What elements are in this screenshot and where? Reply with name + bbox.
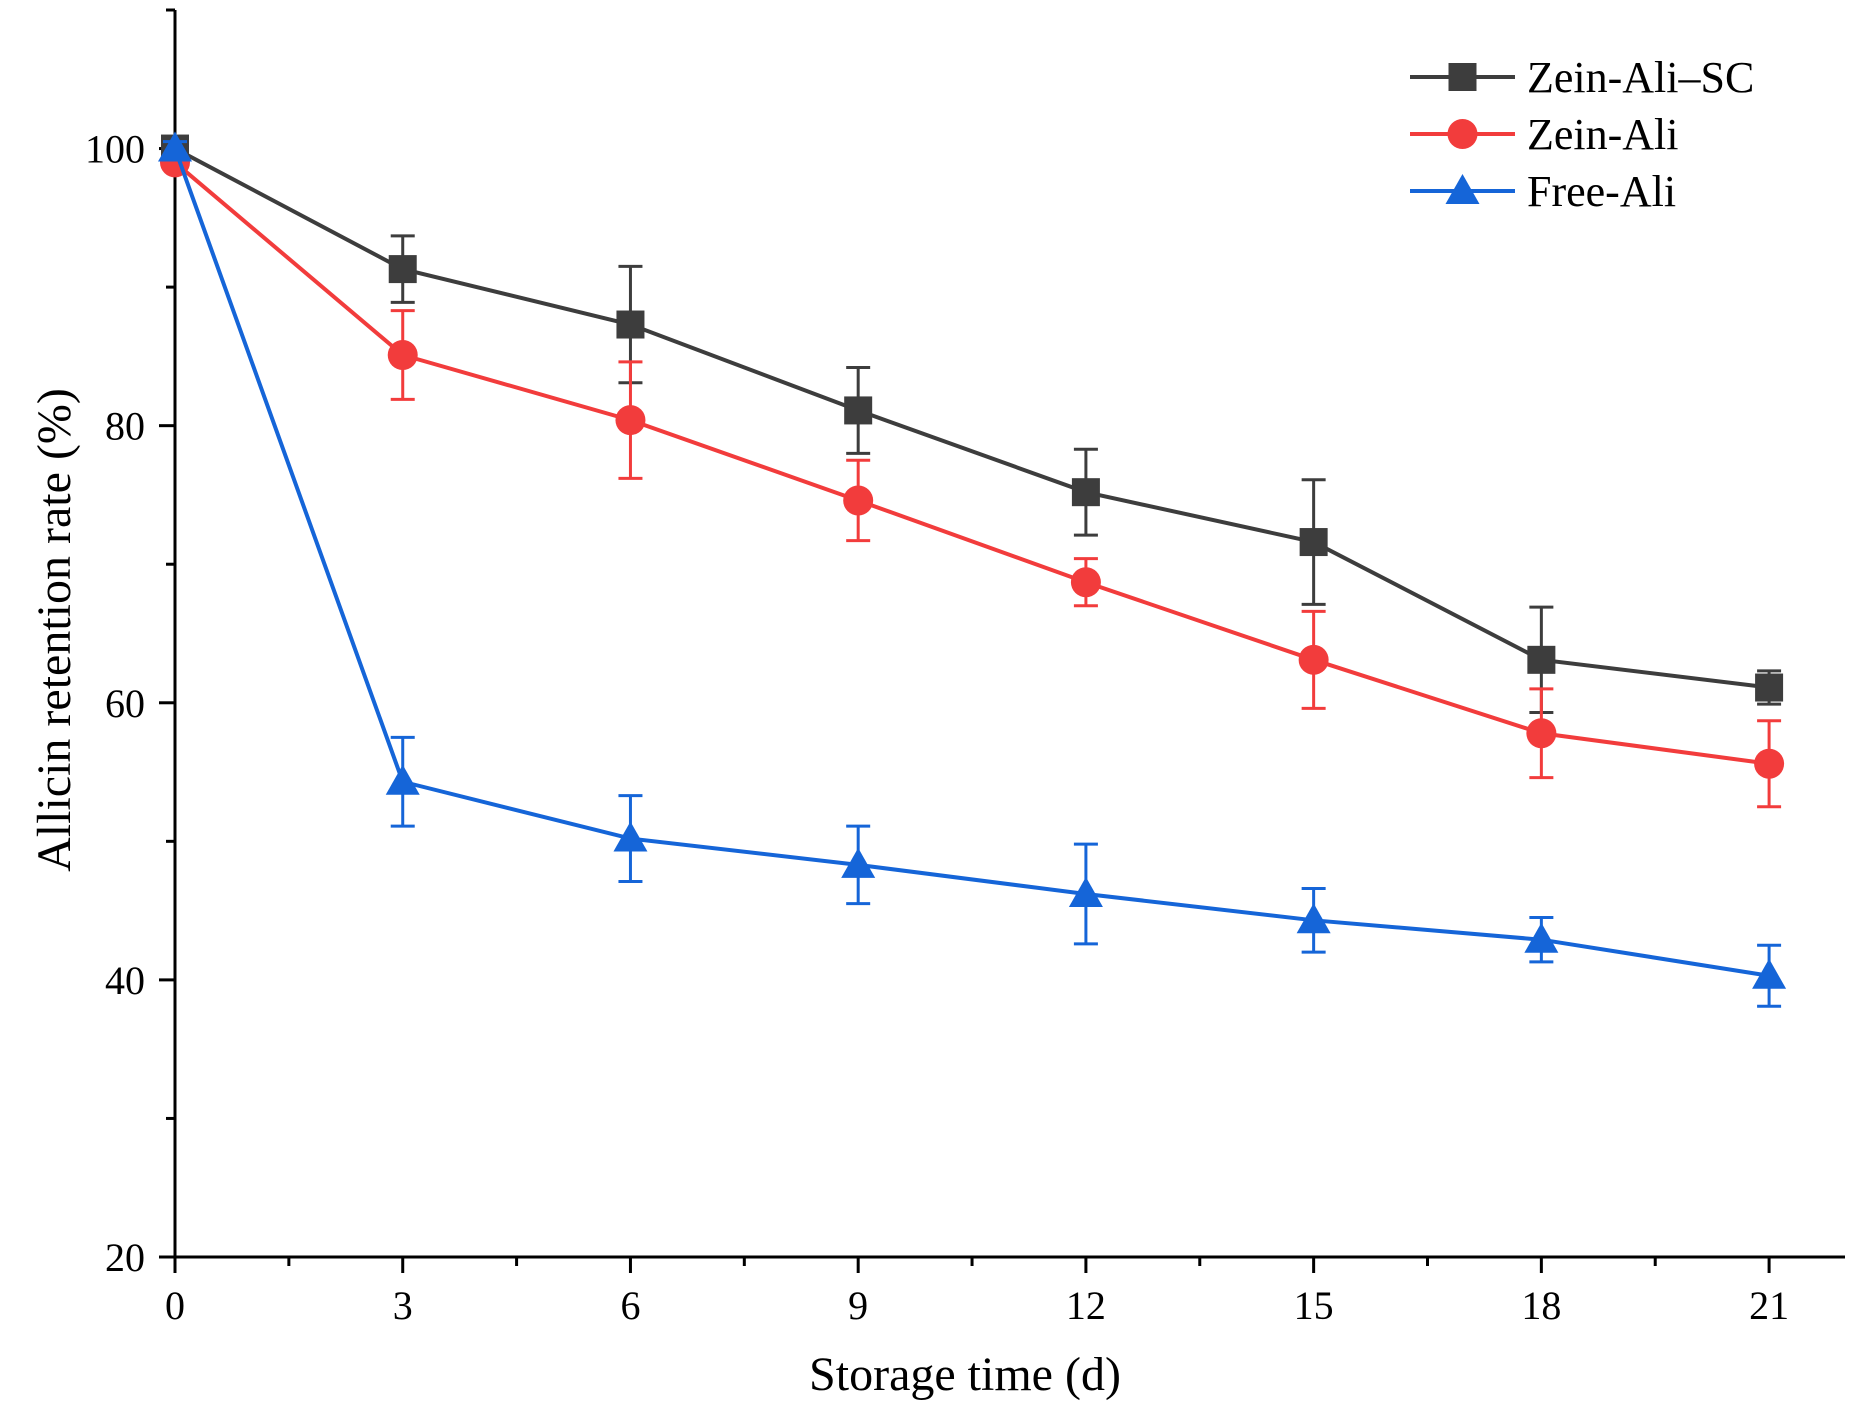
legend-marker	[1445, 174, 1480, 204]
y-tick-label: 100	[85, 127, 145, 172]
series-2	[158, 131, 1787, 1008]
legend: Zein-Ali–SC Zein-Ali Free-Ali	[1410, 53, 1754, 216]
legend-entry-1: Zein-Ali	[1410, 110, 1679, 159]
x-tick-label: 3	[393, 1283, 413, 1328]
series-1	[160, 147, 1785, 809]
series-line	[173, 160, 1770, 766]
y-tick-label: 60	[105, 681, 145, 726]
x-tick-label: 0	[165, 1283, 185, 1328]
x-tick-label: 12	[1066, 1283, 1106, 1328]
data-point	[1755, 673, 1784, 702]
legend-label: Zein-Ali	[1527, 110, 1679, 159]
x-tick-label: 15	[1294, 1283, 1334, 1328]
legend-marker	[1448, 63, 1477, 91]
data-point	[1299, 528, 1328, 557]
x-tick-label: 9	[848, 1283, 868, 1328]
data-point	[1524, 922, 1559, 953]
data-point	[387, 340, 418, 371]
data-point	[615, 405, 646, 436]
data-point	[844, 396, 873, 425]
data-point	[388, 255, 417, 284]
series-line	[174, 146, 1770, 690]
axes: 0 3 6 9 12 15 18 21 20 40 60 80 100	[85, 8, 1845, 1328]
data-point	[613, 821, 648, 852]
data-point	[843, 485, 874, 516]
data-point	[1071, 478, 1100, 507]
legend-entry-2: Free-Ali	[1410, 167, 1676, 216]
x-tick-label: 18	[1521, 1283, 1561, 1328]
data-point	[616, 310, 645, 339]
x-axis-title: Storage time (d)	[809, 1348, 1121, 1401]
series-0	[161, 134, 1784, 714]
data-point	[1754, 748, 1785, 779]
data-point	[1068, 876, 1103, 907]
x-tick-label: 21	[1749, 1283, 1789, 1328]
y-tick-label: 40	[105, 958, 145, 1003]
series-layer	[158, 131, 1787, 1008]
data-point	[385, 764, 420, 795]
y-axis-title: Allicin retention rate (%)	[28, 388, 81, 872]
y-tick-label: 80	[105, 404, 145, 449]
data-point	[841, 847, 876, 878]
data-point	[1526, 718, 1557, 749]
legend-marker	[1447, 119, 1478, 149]
data-point	[1070, 567, 1101, 598]
legend-entry-0: Zein-Ali–SC	[1410, 53, 1754, 102]
data-point	[1296, 903, 1331, 934]
data-point	[1527, 645, 1556, 674]
series-line	[173, 147, 1770, 978]
legend-label: Free-Ali	[1527, 167, 1676, 216]
legend-label: Zein-Ali–SC	[1527, 53, 1754, 102]
data-point	[158, 131, 192, 162]
x-tick-label: 6	[620, 1283, 640, 1328]
data-point	[1298, 644, 1329, 675]
y-tick-label: 20	[105, 1235, 145, 1280]
data-point	[1752, 958, 1787, 989]
